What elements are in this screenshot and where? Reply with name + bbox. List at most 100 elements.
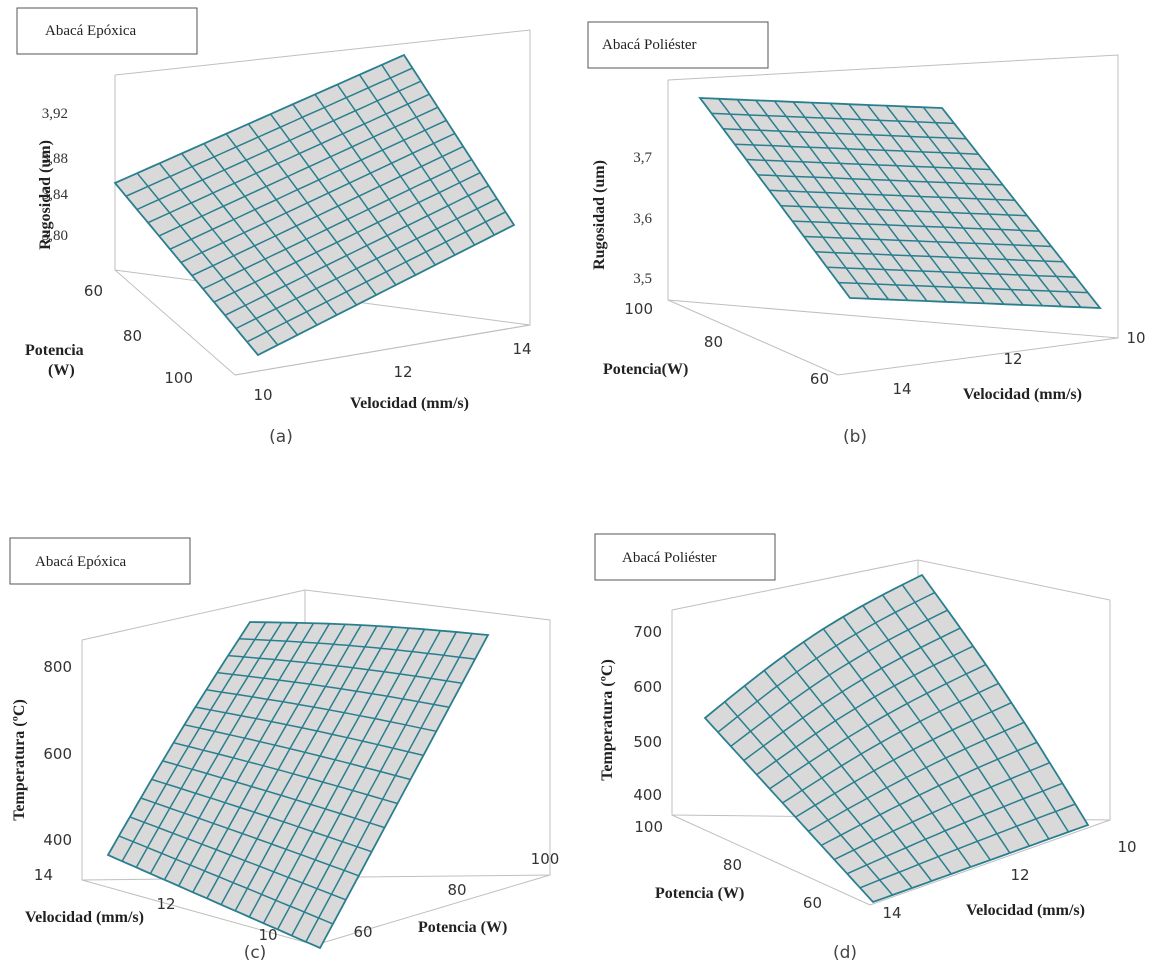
surf-b-gridline <box>922 106 1082 308</box>
z-tick-a-1: 3,88 <box>42 151 68 167</box>
caption-b: (b) <box>843 427 867 447</box>
z-label-d: Temperatura (ºC) <box>599 659 616 781</box>
surf-d-gridline <box>730 609 948 747</box>
surf-d-gridline <box>822 628 991 861</box>
z-tick-b-1: 3,6 <box>633 211 652 227</box>
surf-b-gridline <box>734 143 979 155</box>
surf-a-gridline <box>181 153 318 326</box>
surf-d-gridline <box>842 616 1011 854</box>
surf-b-gridline <box>885 105 1043 307</box>
surf-c-gridline <box>305 633 473 943</box>
x-label-c: Velocidad (mm/s) <box>25 909 144 926</box>
panel-d: Abacá Poliéster 700 600 500 400 Temperat… <box>594 533 1137 963</box>
surf-b-gridline <box>792 101 947 303</box>
surf-d-gridline <box>717 591 936 733</box>
y-label-a-line1: Potencia <box>25 342 84 359</box>
surf-c-gridline <box>217 671 450 708</box>
surf-b-gridline <box>780 204 1028 217</box>
surf-c-gridline <box>129 816 347 901</box>
surf-a-gridline <box>202 158 473 290</box>
surf-c-gridline <box>121 621 267 862</box>
x-label-a: Velocidad (mm/s) <box>350 395 469 412</box>
surf-c-gridline <box>135 622 283 868</box>
title-d: Abacá Poliéster <box>622 550 717 566</box>
box-back-c <box>81 589 551 881</box>
surf-c-gridline <box>206 688 437 733</box>
surf-d-gridline <box>795 702 1012 818</box>
z-tick-b-2: 3,5 <box>633 271 652 287</box>
x-label-b: Velocidad (mm/s) <box>963 386 1082 403</box>
surf-b-gridline <box>815 251 1064 263</box>
surf-a-gridline <box>158 162 298 336</box>
z-tick-d-1: 600 <box>633 678 662 696</box>
box-floor-b <box>667 299 1119 376</box>
surf-a-gridline <box>125 67 413 197</box>
surf-b-gridline <box>848 103 1005 305</box>
surf-a-gridline <box>169 119 447 250</box>
panel-c: Abacá Epóxica 800 600 400 Temperatura (º… <box>9 537 559 963</box>
x-tick-c-1: 12 <box>156 895 175 913</box>
surf-d-gridline <box>769 663 987 790</box>
y-label-b: Potencia(W) <box>603 361 688 378</box>
title-c: Abacá Epóxica <box>35 554 127 570</box>
z-tick-d-3: 400 <box>633 786 662 804</box>
surf-c-gridline <box>195 706 424 757</box>
surf-a-gridline <box>224 185 489 316</box>
surf-b-gridline <box>829 102 986 304</box>
surf-d-gridline <box>862 605 1031 847</box>
z-tick-c-2: 400 <box>43 831 72 849</box>
surf-a-gridline <box>213 172 481 303</box>
y-tick-a-0: 60 <box>84 282 103 300</box>
caption-c: (c) <box>244 943 267 963</box>
surf-d-gridline <box>724 701 894 896</box>
surf-c-gridline <box>234 626 394 912</box>
surf-c-gridline <box>118 835 334 925</box>
surf-c-gridline <box>262 628 426 924</box>
surf-d-gridline <box>782 682 999 804</box>
surf-a-gridline <box>292 103 417 276</box>
surf-d-fill <box>703 573 1090 904</box>
box-floor-d <box>671 814 1111 906</box>
surf-d-gridline <box>901 584 1070 833</box>
surf-c-gridline <box>276 630 442 930</box>
z-tick-c-1: 600 <box>43 745 72 763</box>
surf-d-gridline <box>763 670 933 882</box>
surface-a <box>113 53 516 357</box>
title-a: Abacá Epóxica <box>45 23 137 39</box>
surf-a-gridline <box>246 211 506 343</box>
surf-a-gridline <box>191 145 464 277</box>
surf-b-gridline <box>757 174 1003 186</box>
surf-a-gridline <box>180 132 456 264</box>
surf-b-gridline <box>718 98 870 300</box>
title-box-a <box>16 7 198 55</box>
y-tick-b-2: 60 <box>810 370 829 388</box>
caption-d: (d) <box>833 943 857 963</box>
x-tick-c-2: 10 <box>258 926 277 944</box>
title-box-d <box>594 533 776 581</box>
surf-b-fill <box>698 97 1102 309</box>
surf-a-gridline <box>247 123 377 296</box>
surf-d-gridline <box>859 803 1076 889</box>
x-tick-a-0: 10 <box>253 386 272 404</box>
caption-a: (a) <box>269 427 293 447</box>
surf-a-gridline <box>381 64 495 236</box>
surf-c-gridline <box>206 624 362 899</box>
z-tick-a-3: 3,80 <box>42 228 68 244</box>
surf-a-gridline <box>336 84 456 256</box>
surf-b-gridline <box>769 189 1015 202</box>
surface-c <box>106 621 490 950</box>
surf-d-gridline <box>783 655 952 875</box>
surf-a-gridline <box>136 172 279 346</box>
surf-c-gridline <box>192 623 346 893</box>
panel-b: Abacá Poliéster 3,7 3,6 3,5 Rugosidad (u… <box>587 21 1146 447</box>
x-tick-d-1: 12 <box>1010 866 1029 884</box>
surface-b <box>698 97 1102 309</box>
z-tick-d-2: 500 <box>633 733 662 751</box>
z-tick-b-0: 3,7 <box>633 150 652 166</box>
z-tick-a-2: 3,84 <box>42 187 69 203</box>
z-label-a: Rugosidad (um) <box>37 140 54 250</box>
x-label-d: Velocidad (mm/s) <box>966 902 1085 919</box>
surf-a-gridline <box>203 143 338 316</box>
surf-b-gridline <box>826 266 1076 278</box>
